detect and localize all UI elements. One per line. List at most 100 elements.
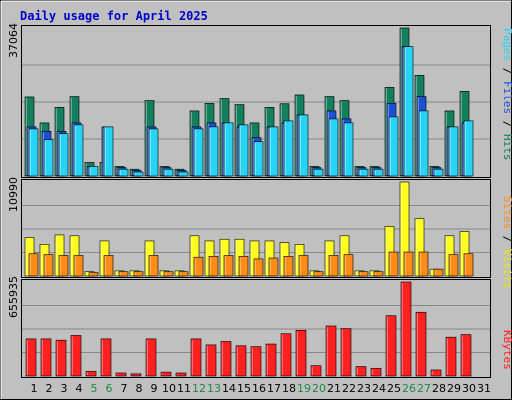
bar-sites-day-12 [193, 256, 204, 277]
bar-pages-day-26 [403, 46, 414, 177]
bar-kbytes-day-25 [385, 315, 397, 377]
bar-kbytes-day-27 [415, 311, 427, 377]
x-label-day-1: 1 [31, 382, 38, 395]
bar-sites-day-25 [388, 251, 399, 277]
bar-kbytes-day-5 [85, 370, 97, 377]
bar-pages-day-4 [73, 124, 84, 177]
bar-sites-day-20 [313, 271, 324, 277]
x-label-day-26: 26 [402, 382, 416, 395]
bar-kbytes-day-11 [175, 372, 187, 377]
bar-pages-day-13 [208, 126, 219, 177]
bar-pages-day-12 [193, 128, 204, 177]
bars [24, 27, 474, 377]
bar-kbytes-day-18 [280, 333, 292, 377]
bar-kbytes-day-16 [250, 346, 262, 377]
bar-sites-day-3 [58, 255, 69, 277]
x-label-day-22: 22 [342, 382, 356, 395]
bar-pages-day-25 [388, 116, 399, 177]
bar-kbytes-day-1 [25, 338, 37, 377]
bar-sites-day-14 [223, 255, 234, 277]
bar-sites-day-16 [253, 258, 264, 277]
legend-visits: Visits [501, 249, 512, 289]
x-label-day-15: 15 [237, 382, 251, 395]
max-label-middle: 10990 [7, 177, 20, 212]
bar-sites-day-21 [328, 255, 339, 277]
side-legend-middle: Sites / Visits [501, 196, 512, 289]
x-label-day-24: 24 [372, 382, 386, 395]
x-label-day-20: 20 [312, 382, 326, 395]
x-label-day-13: 13 [207, 382, 221, 395]
max-label-bottom: 655935 [7, 276, 20, 318]
bar-pages-day-10 [163, 168, 174, 177]
legend-sites: Sites [501, 196, 512, 229]
bar-sites-day-5 [88, 272, 99, 277]
bar-kbytes-day-20 [310, 365, 322, 377]
bar-pages-day-18 [283, 120, 294, 177]
bar-kbytes-day-7 [115, 372, 127, 377]
bar-pages-day-30 [463, 120, 474, 177]
legend-kbytes: KBytes [501, 330, 512, 370]
x-label-day-12: 12 [192, 382, 206, 395]
bar-sites-day-1 [28, 253, 39, 277]
side-legend-bottom: KBytes [501, 330, 512, 370]
bar-pages-day-11 [178, 171, 189, 177]
bar-pages-day-5 [88, 166, 99, 177]
bar-pages-day-21 [328, 118, 339, 177]
bar-kbytes-day-12 [190, 338, 202, 377]
x-label-day-5: 5 [91, 382, 98, 395]
x-label-day-25: 25 [387, 382, 401, 395]
legend-sep-2: / [501, 114, 512, 134]
x-label-day-21: 21 [327, 382, 341, 395]
bar-kbytes-day-21 [325, 325, 337, 377]
x-label-day-28: 28 [432, 382, 446, 395]
bar-kbytes-day-4 [70, 335, 82, 377]
x-label-day-7: 7 [121, 382, 128, 395]
bar-pages-day-28 [433, 168, 444, 177]
bar-sites-day-9 [148, 255, 159, 277]
x-label-day-14: 14 [222, 382, 236, 395]
bar-kbytes-day-24 [370, 367, 382, 377]
x-label-day-30: 30 [462, 382, 476, 395]
legend-files: Files [501, 81, 512, 114]
bar-kbytes-day-26 [400, 281, 412, 377]
bar-pages-day-24 [373, 168, 384, 177]
bar-sites-day-29 [448, 254, 459, 277]
bar-pages-day-20 [313, 168, 324, 177]
x-label-day-19: 19 [297, 382, 311, 395]
bar-pages-day-19 [298, 114, 309, 177]
bar-sites-day-19 [298, 255, 309, 277]
bar-kbytes-day-9 [145, 338, 157, 377]
chart-title: Daily usage for April 2025 [20, 9, 208, 23]
bar-pages-day-27 [418, 110, 429, 177]
bar-pages-day-6 [103, 126, 114, 177]
bar-pages-day-16 [253, 141, 264, 177]
bar-sites-day-4 [73, 255, 84, 277]
bar-pages-day-17 [268, 126, 279, 177]
x-label-day-18: 18 [282, 382, 296, 395]
bar-kbytes-day-28 [430, 369, 442, 377]
bar-sites-day-8 [133, 271, 144, 277]
bar-sites-day-23 [358, 271, 369, 277]
x-label-day-17: 17 [267, 382, 281, 395]
max-label-top: 37064 [7, 23, 20, 58]
bar-sites-day-6 [103, 255, 114, 277]
bar-kbytes-day-30 [460, 334, 472, 377]
bar-pages-day-7 [118, 168, 129, 177]
bar-kbytes-day-10 [160, 371, 172, 377]
bar-sites-day-17 [268, 257, 279, 277]
bar-sites-day-26 [403, 251, 414, 277]
bar-kbytes-day-22 [340, 328, 352, 377]
bar-sites-day-30 [463, 253, 474, 277]
x-axis-labels: 1 2 3 4 5 6 7 8 9 10 11 12 13 14 15 16 17 18 19 20 21 22 23 24 2… [31, 382, 492, 395]
legend-pages: Pages [501, 28, 512, 61]
x-label-day-31: 31 [477, 382, 491, 395]
bar-sites-day-18 [283, 256, 294, 277]
bar-sites-day-22 [343, 254, 354, 277]
x-label-day-29: 29 [447, 382, 461, 395]
bar-sites-day-11 [178, 271, 189, 277]
bar-pages-day-15 [238, 124, 249, 177]
bar-pages-day-3 [58, 133, 69, 177]
x-label-day-8: 8 [136, 382, 143, 395]
x-label-day-6: 6 [106, 382, 113, 395]
